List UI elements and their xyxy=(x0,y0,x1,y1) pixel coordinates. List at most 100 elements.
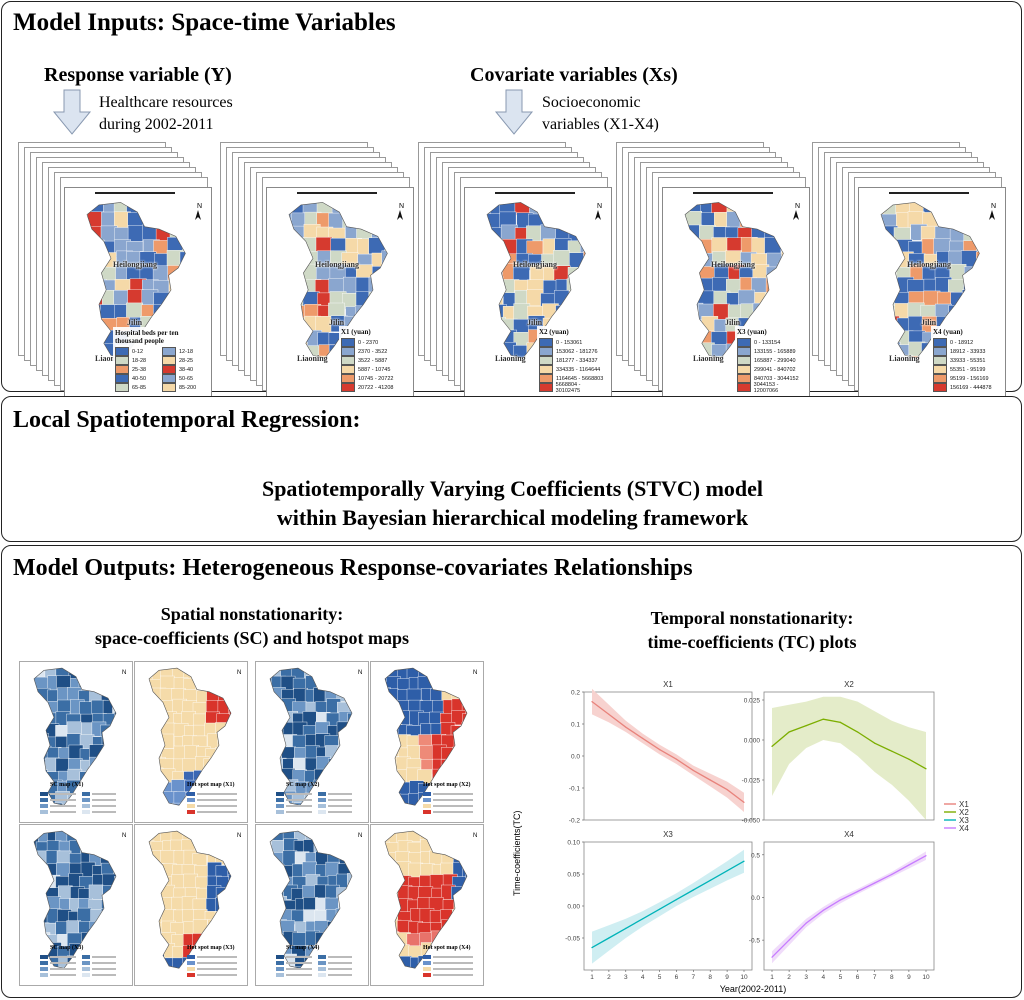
map-legend-title: X3 (yuan) xyxy=(737,328,767,336)
tc-data-point xyxy=(839,721,841,723)
legend-swatch xyxy=(933,365,947,374)
legend-swatch xyxy=(115,383,129,392)
tc-y-tick-label: -0.2 xyxy=(569,818,581,825)
legend-entry-label: 28-25 xyxy=(179,357,194,364)
legend-swatch xyxy=(341,347,355,356)
legend-entry: 38-40 xyxy=(162,365,205,374)
legend-swatch xyxy=(341,365,355,374)
sc-map: N SC map (X2) xyxy=(255,661,369,823)
legend-swatch xyxy=(933,338,947,347)
tc-y-tick-label: 0.5 xyxy=(751,852,760,859)
tc-series-line xyxy=(771,855,927,958)
legend-entry: 18912 - 33933 xyxy=(933,347,999,356)
tc-data-point xyxy=(822,718,824,720)
province-label-heilongjiang: Heilongjiang xyxy=(711,260,756,269)
tc-panel-title: X3 xyxy=(663,830,673,839)
tc-y-tick-label: 0.000 xyxy=(744,738,761,745)
province-label-jilin: Jilin xyxy=(127,318,143,327)
legend-swatch xyxy=(737,365,751,374)
province-label-liaoning: Liaoning xyxy=(693,354,724,363)
choropleth-map: N Heilongjiang Jilin Liaoning X1 (yuan) 0 - 2… xyxy=(266,187,414,399)
tc-confidence-band xyxy=(592,849,744,964)
legend-entry-label: 65-85 xyxy=(132,384,147,391)
legend-entry: 3044153 - 12007066 xyxy=(737,382,803,394)
legend-entry-label: 55351 - 95199 xyxy=(950,366,986,373)
covariate-variables-label: Covariate variables (Xs) xyxy=(470,64,678,86)
legend-swatch xyxy=(162,356,176,365)
sc-map: N SC map (X3) xyxy=(19,824,133,986)
tc-x-tick-label: 2 xyxy=(787,974,791,981)
legend-entry-label: 38-40 xyxy=(179,366,194,373)
tc-x-tick-label: 9 xyxy=(907,974,911,981)
legend-entry: 50-65 xyxy=(162,374,205,383)
stvc-model-line: Spatiotemporally Varying Coefficients (S… xyxy=(261,476,764,501)
legend-entry-label: 0 - 2370 xyxy=(358,339,379,346)
response-variable-label: Response variable (Y) xyxy=(44,64,232,86)
tc-data-point xyxy=(891,873,893,875)
province-label-heilongjiang: Heilongjiang xyxy=(907,260,952,269)
legend-entry-label: 840703 - 3044152 xyxy=(754,375,799,382)
sc-map: N SC map (X4) xyxy=(255,824,369,986)
legend-entry: 0-12 xyxy=(115,347,158,356)
choropleth-map: N Heilongjiang Jilin Liaoning Hospital beds … xyxy=(64,187,212,399)
small-map-label: SC map (X2) xyxy=(286,782,320,788)
tc-data-point xyxy=(874,742,876,744)
hotspot-map: N Hot spot map (X1) xyxy=(134,661,248,823)
tc-series-line xyxy=(591,701,745,803)
tc-data-point xyxy=(805,922,807,924)
tc-data-point xyxy=(692,889,694,891)
legend-swatch xyxy=(341,356,355,365)
tc-x-tick-label: 2 xyxy=(607,974,611,981)
legend-swatch xyxy=(737,338,751,347)
legend-entry-label: 25-38 xyxy=(132,366,147,373)
regression-title: Local Spatiotemporal Regression: xyxy=(13,407,361,433)
legend-swatch xyxy=(737,356,751,365)
tc-x-tick-label: 8 xyxy=(890,974,894,981)
tc-data-point xyxy=(608,713,610,715)
choropleth-map: N Heilongjiang Jilin Liaoning X3 (yuan) 0 - 1… xyxy=(662,187,810,399)
legend-entry: 55351 - 95199 xyxy=(933,365,999,374)
tc-panel-x2: X2 0.025 0.000 -0.025 -0.050 xyxy=(742,680,935,825)
province-label-heilongjiang: Heilongjiang xyxy=(513,260,558,269)
province-label-jilin: Jilin xyxy=(527,318,543,327)
legend-swatch xyxy=(115,356,129,365)
map-legend-title: X2 (yuan) xyxy=(539,328,569,336)
legend-entry: 0 - 133154 xyxy=(737,338,803,347)
hotspot-map: N Hot spot map (X2) xyxy=(370,661,484,823)
legend-entry: 0 - 153061 xyxy=(539,338,605,347)
tc-x-tick-label: 6 xyxy=(856,974,860,981)
map-stack: N Heilongjiang Jilin Liaoning Hospital beds … xyxy=(14,132,214,399)
legend-swatch xyxy=(341,383,355,392)
model-outputs-title: Model Outputs: Heterogeneous Response-co… xyxy=(13,555,693,581)
legend-entry: 156169 - 444878 xyxy=(933,383,999,392)
tc-data-point xyxy=(726,870,728,872)
model-inputs-title: Model Inputs: Space-time Variables xyxy=(13,9,396,36)
tc-data-point xyxy=(659,908,661,910)
legend-swatch xyxy=(539,356,553,365)
map-stack: N Heilongjiang Jilin Liaoning X2 (yuan) 0 - 1… xyxy=(415,132,615,399)
small-map-label: Hot spot map (X1) xyxy=(187,782,235,788)
tc-data-point xyxy=(709,879,711,881)
legend-entry: 65-85 xyxy=(115,383,158,392)
tc-data-point xyxy=(608,937,610,939)
svg-text:N: N xyxy=(197,203,202,210)
map-legend: X3 (yuan) 0 - 133154 133155 - 165889 165887… xyxy=(735,326,805,394)
tc-data-point xyxy=(805,725,807,727)
map-legend: X2 (yuan) 0 - 153061 153062 - 181276 181277… xyxy=(537,326,607,394)
legend-entry-label: 85-200 xyxy=(179,384,197,391)
covariate-desc-2: variables (X1-X4) xyxy=(542,116,659,133)
province-label-liaoning: Liaoning xyxy=(95,354,126,363)
legend-swatch xyxy=(539,374,553,383)
legend-swatch xyxy=(115,365,129,374)
legend-swatch xyxy=(162,374,176,383)
tc-data-point xyxy=(925,855,927,857)
legend-swatch xyxy=(737,347,751,356)
svg-text:N: N xyxy=(237,670,241,676)
response-desc-2: during 2002-2011 xyxy=(99,116,214,133)
legend-entry: 299041 - 840702 xyxy=(737,365,803,374)
small-map-label: SC map (X1) xyxy=(50,782,84,788)
hotspot-map: N Hot spot map (X3) xyxy=(134,824,248,986)
tc-series-line xyxy=(771,718,927,770)
legend-entry: 181277 - 334337 xyxy=(539,356,605,365)
svg-text:N: N xyxy=(237,833,241,839)
